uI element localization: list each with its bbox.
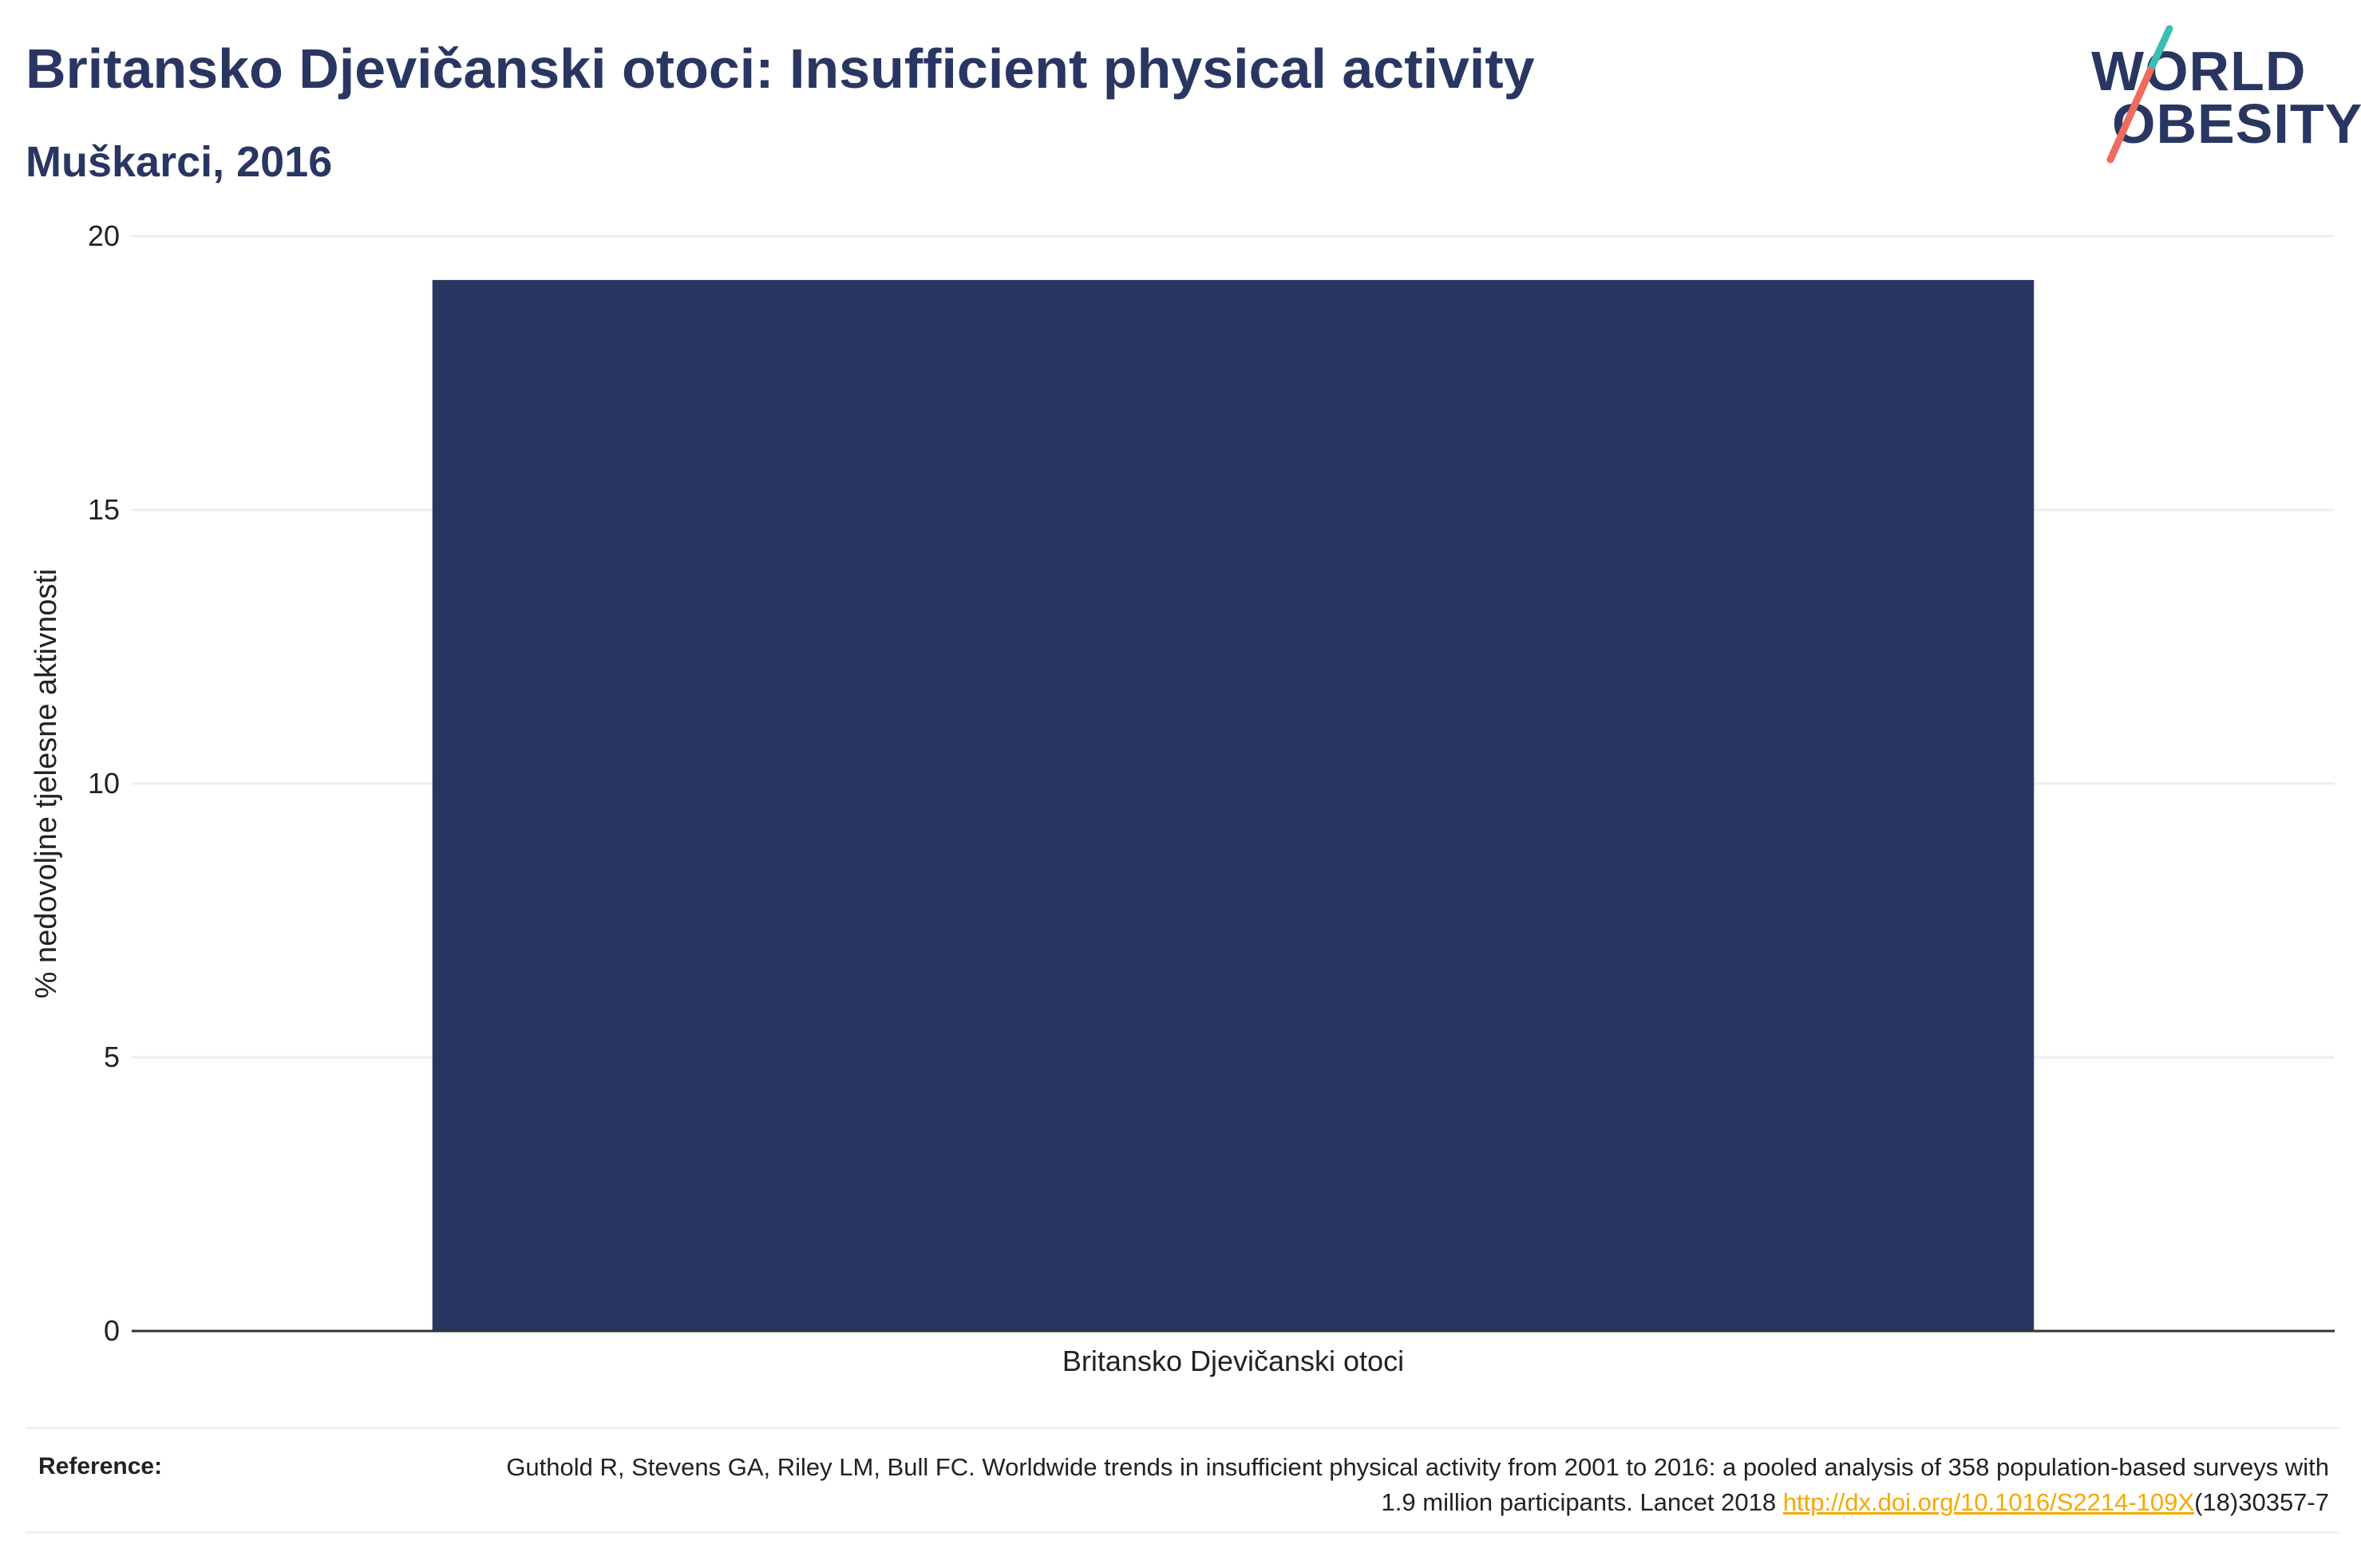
x-axis-tick-labels: Britansko Djevičanski otoci <box>1062 1345 1404 1377</box>
chart-title: Britansko Djevičanski otoci: Insufficien… <box>26 38 1535 100</box>
y-tick-label: 15 <box>88 493 120 526</box>
y-tick-label: 5 <box>104 1041 120 1073</box>
logo-word-world: WORLD <box>2091 40 2307 102</box>
reference-label: Reference: <box>38 1453 163 1479</box>
y-axis-ticks: 0 5 10 15 20 <box>88 219 120 1347</box>
x-tick-label: Britansko Djevičanski otoci <box>1062 1345 1404 1377</box>
bar[interactable] <box>432 279 2035 1331</box>
reference-text: Guthold R, Stevens GA, Riley LM, Bull FC… <box>493 1450 2329 1520</box>
chart-subtitle: Muškarci, 2016 <box>26 138 333 186</box>
reference-citation: Guthold R, Stevens GA, Riley LM, Bull FC… <box>506 1453 2329 1516</box>
y-axis-title: % nedovoljne tjelesne aktivnosti <box>30 569 63 999</box>
y-tick-label: 0 <box>104 1314 120 1347</box>
y-tick-label: 20 <box>88 219 120 252</box>
bar-chart: 0 5 10 15 20 Britansko Djevičanski otoci % n… <box>30 219 2335 1377</box>
y-tick-label: 10 <box>88 767 120 800</box>
logo-slash-icon <box>2106 25 2173 164</box>
reference-section: Reference: Guthold R, Stevens GA, Riley … <box>26 1427 2340 1534</box>
world-obesity-logo: WORLD OBESITY <box>2083 22 2361 166</box>
logo-word-obesity: OBESITY <box>2112 93 2361 155</box>
bars <box>432 279 2035 1331</box>
reference-doi-link[interactable]: http://dx.doi.org/10.1016/S2214-109X <box>1782 1488 2195 1516</box>
reference-citation-end: (18)30357-7 <box>2194 1488 2329 1516</box>
